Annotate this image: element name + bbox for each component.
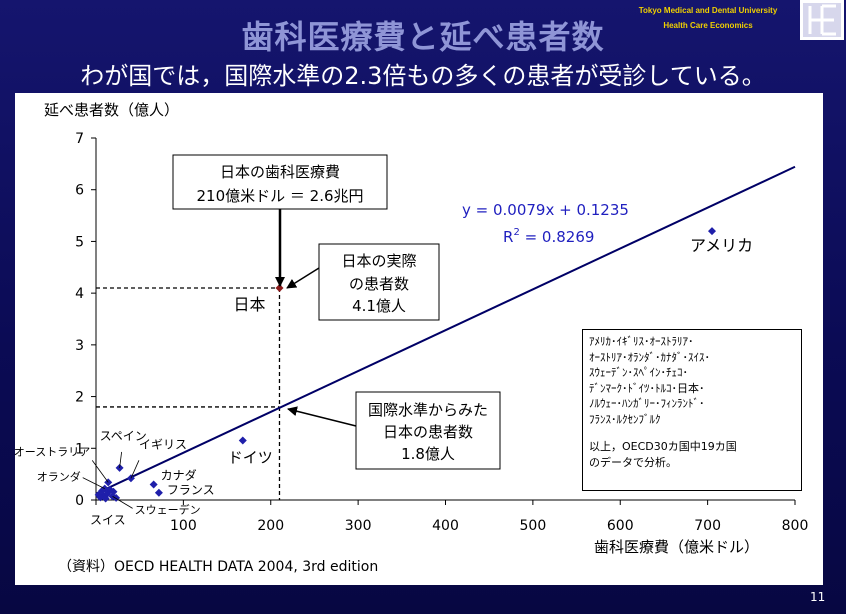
callout-intl-standard: 国際水準からみた 日本の患者数 1.8億人: [355, 391, 501, 470]
x-tick-label: 600: [607, 518, 634, 534]
point-leader-line: [119, 451, 122, 468]
y-tick-label: 5: [75, 234, 84, 250]
point-label: オーストラリア: [14, 445, 90, 458]
logo-mark-icon: [808, 4, 836, 36]
y-tick-label: 7: [75, 131, 84, 147]
department-name: Health Care Economics: [663, 21, 753, 30]
note-summary-line: のデータで分析。: [589, 455, 677, 469]
y-tick-label: 4: [75, 286, 84, 302]
callout-arrow: [287, 406, 357, 427]
source-note: （資料）OECD HEALTH DATA 2004, 3rd edition: [58, 559, 378, 575]
point-label: スイス: [90, 513, 126, 527]
callout-line: 国際水準からみた: [368, 401, 488, 419]
point-label: アメリカ: [690, 236, 753, 255]
note-line: ｽｳｪｰﾃﾞﾝ･ｽﾍﾟｲﾝ･ﾁｪｺ･: [589, 366, 688, 379]
x-tick-label: 200: [257, 518, 284, 534]
callout-japan-actual: 日本の実際 の患者数 4.1億人: [318, 243, 440, 321]
point-label: フランス: [167, 483, 215, 497]
data-point: [96, 493, 105, 502]
x-tick-label: 500: [520, 518, 547, 534]
point-leader-line: [91, 460, 109, 483]
y-tick-label: 0: [75, 493, 84, 509]
note-line: ｵｰｽﾄﾘｱ･ｵﾗﾝﾀﾞ･ｶﾅﾀﾞ･ｽｲｽ･: [589, 350, 710, 364]
note-line: ﾌﾗﾝｽ･ﾙｸｾﾝﾌﾞﾙｸ: [589, 412, 661, 426]
callout-japan-cost: 日本の歯科医療費 210億米ドル ＝ 2.6兆円: [172, 154, 388, 210]
point-label: 日本: [233, 295, 265, 314]
trend-line: [95, 165, 796, 495]
x-tick-label: 700: [694, 518, 721, 534]
callout-line: 日本の歯科医療費: [220, 163, 340, 181]
country-list-note: ｱﾒﾘｶ･ｲｷﾞﾘｽ･ｵｰｽﾄﾗﾘｱ･ ｵｰｽﾄﾘｱ･ｵﾗﾝﾀﾞ･ｶﾅﾀﾞ･ｽｲ…: [582, 329, 802, 491]
y-axis-label: 延べ患者数（億人）: [44, 101, 179, 119]
note-line: ﾉﾙｳｪｰ･ﾊﾝｶﾞﾘｰ･ﾌｨﾝﾗﾝﾄﾞ･: [589, 397, 705, 410]
data-point: [109, 487, 118, 496]
university-label: Tokyo Medical and Dental University Heal…: [623, 3, 793, 33]
callout-line: 4.1億人: [352, 297, 406, 315]
university-logo: [800, 0, 844, 40]
x-axis-label: 歯科医療費（億米ドル）: [594, 538, 759, 556]
regression-equation: y = 0.0079x + 0.1235: [462, 201, 629, 219]
note-line: ｱﾒﾘｶ･ｲｷﾞﾘｽ･ｵｰｽﾄﾗﾘｱ･: [589, 335, 694, 348]
point-leader-line: [112, 496, 133, 509]
data-point: [154, 488, 163, 497]
x-tick-label: 100: [170, 518, 197, 534]
callout-line: の患者数: [349, 275, 409, 293]
y-tick-label: 2: [75, 390, 84, 406]
data-point: [149, 480, 158, 489]
y-tick-label: 6: [75, 183, 84, 199]
point-label: ドイツ: [228, 449, 273, 467]
y-tick-label: 1: [75, 441, 84, 457]
point-leader-line: [130, 460, 140, 479]
x-tick-label: 300: [345, 518, 372, 534]
point-label: カナダ: [161, 467, 197, 482]
note-line: ﾃﾞﾝﾏｰｸ･ﾄﾞｲﾂ･ﾄﾙｺ･日本･: [589, 381, 705, 395]
point-label: オランダ: [37, 470, 81, 484]
callout-line: 日本の実際: [341, 252, 416, 270]
y-tick-label: 3: [75, 338, 84, 354]
x-tick-label: 800: [782, 518, 809, 534]
callout-line: 210億米ドル ＝ 2.6兆円: [196, 187, 363, 205]
page-number: 11: [810, 590, 826, 604]
callout-line: 日本の患者数: [383, 423, 473, 441]
point-label: イギリス: [139, 437, 187, 451]
point-label: スペイン: [100, 429, 147, 443]
slide-title: 歯科医療費と延べ患者数: [241, 18, 605, 56]
slide-subtitle: わが国では，国際水準の2.3倍もの多くの患者が受診している。: [80, 62, 766, 90]
callout-arrow: [286, 267, 320, 289]
point-label: スウェーデン: [135, 502, 201, 516]
r-squared-label: R2 = 0.8269: [503, 227, 594, 246]
data-point: [238, 436, 247, 445]
data-point: [707, 227, 716, 236]
point-leader-line: [82, 477, 105, 489]
note-summary-line: 以上，OECD30カ国中19カ国: [589, 440, 737, 453]
callout-line: 1.8億人: [401, 445, 455, 463]
x-tick-label: 400: [432, 518, 459, 534]
university-name: Tokyo Medical and Dental University: [638, 6, 778, 15]
